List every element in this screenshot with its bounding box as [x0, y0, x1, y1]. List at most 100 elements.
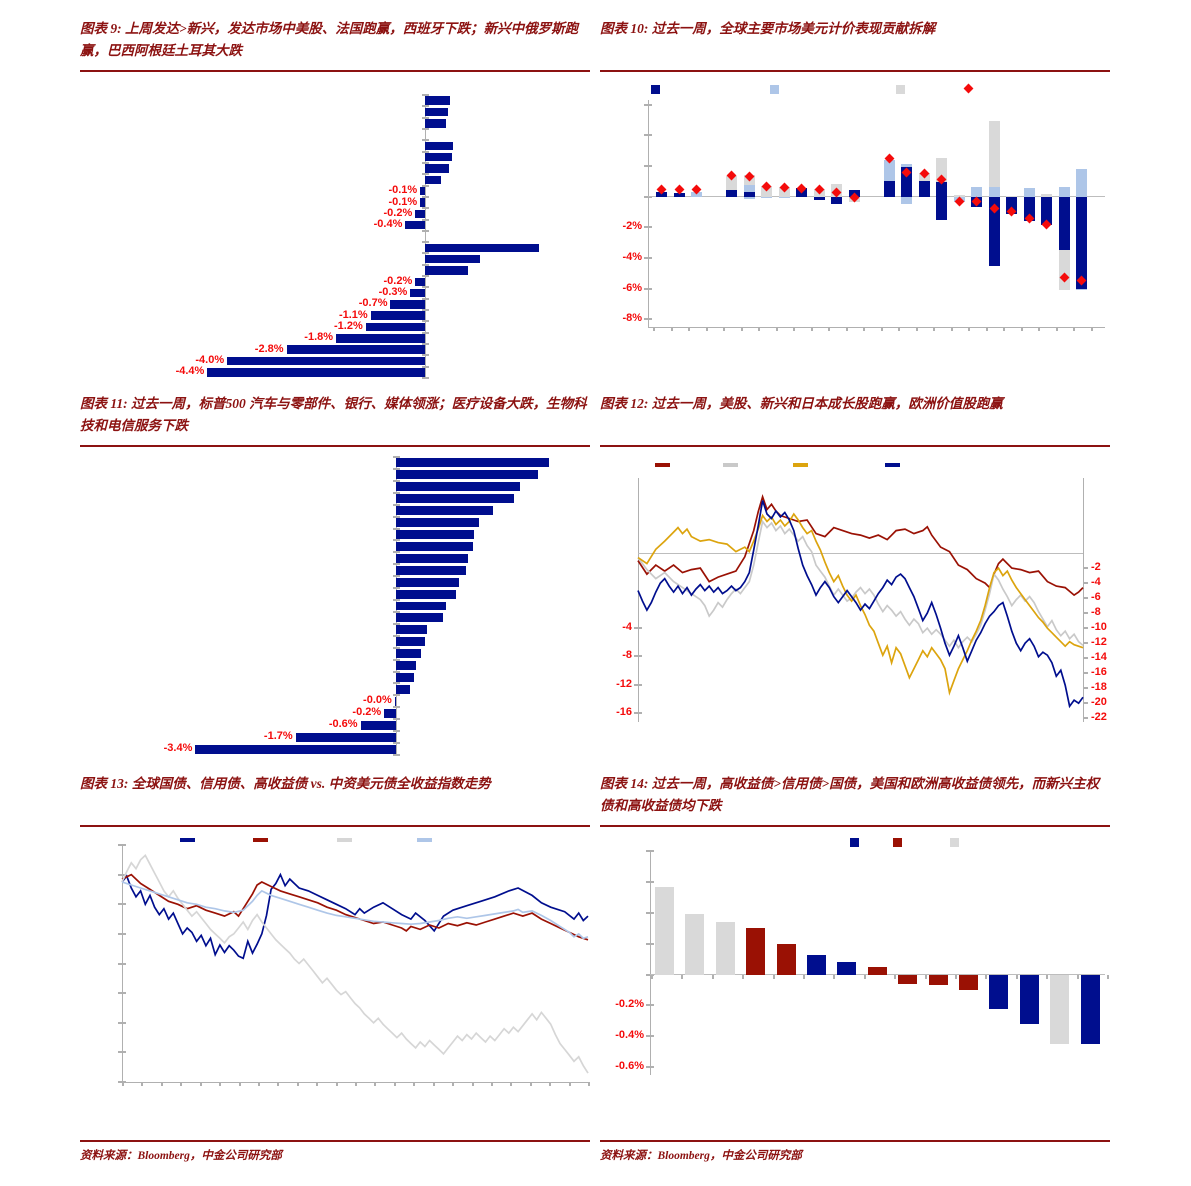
axis-tick: [199, 1082, 202, 1086]
bar: [425, 153, 452, 162]
axis-tick: [422, 195, 430, 198]
axis-tick: [644, 164, 652, 167]
bar: [420, 186, 426, 196]
axis-tick: [646, 911, 654, 914]
stacked-bar-segment: [936, 158, 947, 183]
axis-tick: [742, 974, 745, 979]
right-axis-label: -10: [1091, 621, 1107, 634]
axis-tick: [646, 942, 654, 945]
axis-tick: [646, 1066, 654, 1069]
y-axis-line: [650, 851, 651, 1075]
axis-tick: [898, 327, 900, 331]
figure-11-title: 图表 11: 过去一周，标普500 汽车与零部件、银行、媒体领涨；医疗设备大跌，…: [80, 393, 590, 447]
axis-tick: [1083, 687, 1088, 690]
axis-tick: [644, 287, 652, 290]
axis-tick: [634, 683, 642, 686]
bar: [395, 661, 417, 671]
axis-tick: [219, 1082, 222, 1086]
bar: [425, 164, 449, 173]
axis-tick: [422, 150, 430, 153]
axis-tick: [1083, 642, 1088, 645]
stacked-bar-segment: [988, 196, 1000, 266]
y-axis-line: [648, 100, 649, 327]
right-axis-label: -14: [1091, 651, 1107, 664]
axis-tick: [392, 730, 400, 733]
lightblue-line: [121, 881, 589, 940]
stacked-bar-segment: [953, 195, 965, 197]
stacked-bar-segment: [1076, 196, 1087, 289]
axis-tick: [392, 551, 400, 554]
axis-tick: [392, 742, 400, 745]
axis-tick: [422, 218, 430, 221]
axis-tick: [355, 1082, 357, 1086]
gold-line: [637, 512, 1084, 696]
bar: [395, 577, 460, 587]
bar: [395, 637, 426, 647]
bar-value-label: -2.8%: [254, 342, 284, 355]
axis-tick: [793, 327, 795, 331]
axis-tick: [392, 610, 400, 613]
axis-tick: [422, 275, 430, 278]
right-axis-label: -22: [1091, 711, 1107, 724]
axis-tick: [296, 1082, 299, 1086]
bar: [395, 649, 421, 659]
axis-tick: [1055, 327, 1058, 331]
axis-tick: [422, 309, 430, 312]
stacked-bar-segment: [743, 185, 755, 193]
y-axis-label: -4%: [622, 250, 642, 263]
bar: [395, 553, 468, 563]
axis-tick: [471, 1082, 474, 1086]
bar: [425, 243, 539, 253]
axis-tick: [1046, 974, 1049, 979]
bar: [365, 322, 426, 332]
legend-gold-dash-marker: [793, 463, 808, 467]
line-series-canvas: [637, 494, 1084, 709]
bar: [395, 494, 514, 504]
bar: [395, 625, 428, 635]
right-axis-line: [1083, 478, 1084, 722]
bar: [395, 613, 444, 623]
axis-tick: [588, 1082, 590, 1086]
bar-value-label: -4.4%: [175, 365, 205, 378]
bar: [1019, 974, 1039, 1024]
axis-tick: [651, 974, 653, 979]
axis-tick: [670, 327, 673, 331]
stacked-bar-segment: [673, 192, 685, 197]
stacked-bar-segment: [1006, 195, 1017, 197]
bar: [395, 518, 479, 528]
bar-value-label: -1.1%: [338, 308, 368, 321]
axis-tick: [118, 962, 126, 965]
bar-value-label: -0.0%: [363, 694, 392, 707]
bar-value-label: -3.4%: [163, 742, 193, 755]
bar: [410, 288, 426, 298]
axis-tick: [1083, 702, 1088, 705]
axis-tick: [705, 327, 708, 331]
axis-tick: [422, 252, 430, 255]
legend-lblue-square-marker: [770, 85, 779, 94]
axis-tick: [452, 1082, 455, 1086]
axis-tick: [118, 903, 126, 906]
axis-tick: [723, 327, 725, 331]
lightgray-line: [121, 854, 589, 1074]
axis-tick: [392, 467, 400, 470]
bar-value-label: -0.3%: [378, 286, 408, 299]
bar-value-label: -0.6%: [328, 718, 358, 731]
axis-tick: [644, 226, 652, 229]
stacked-bar-segment: [988, 187, 1000, 197]
legend-navy-square-marker: [651, 85, 660, 94]
stacked-bar-segment: [883, 181, 895, 197]
axis-tick: [422, 377, 430, 379]
axis-tick: [568, 1082, 571, 1086]
bar: [207, 368, 426, 377]
axis-tick: [422, 365, 430, 368]
bar: [425, 266, 468, 275]
bar: [384, 708, 396, 718]
axis-tick: [1090, 327, 1093, 331]
y-axis-label: -6%: [622, 281, 642, 294]
gray-line: [637, 519, 1084, 650]
zero-line: [638, 552, 1083, 554]
axis-tick: [775, 327, 778, 331]
axis-tick: [392, 658, 400, 661]
axis-tick: [1083, 657, 1088, 660]
